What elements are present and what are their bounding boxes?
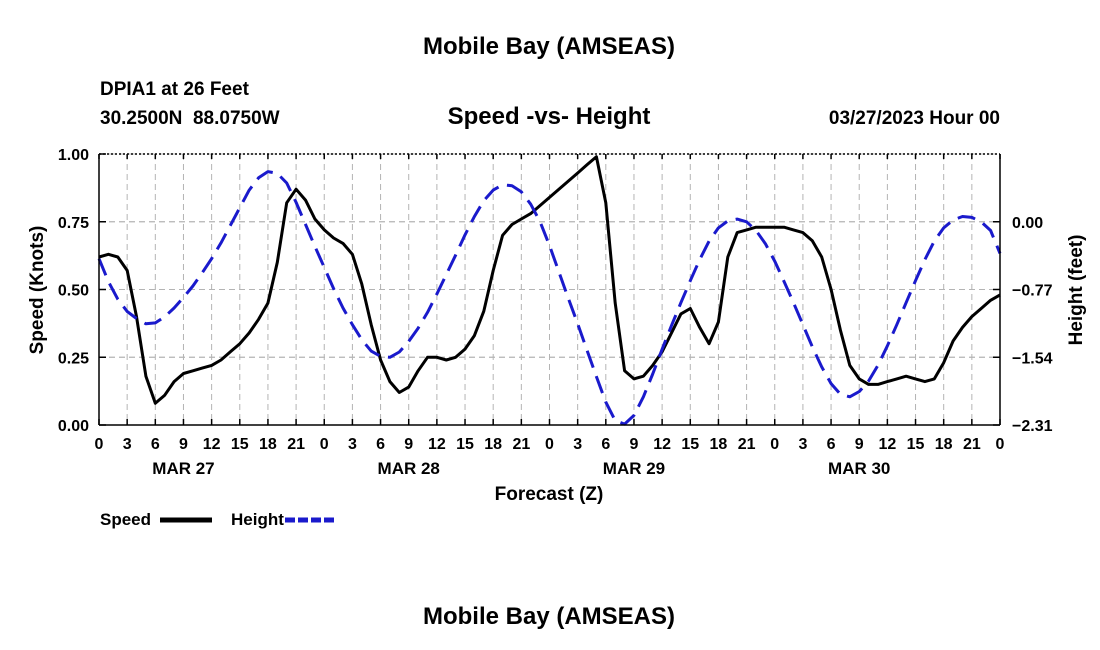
y2-tick-label: −2.31 bbox=[1012, 418, 1053, 435]
x-tick-label: 12 bbox=[878, 436, 896, 453]
date-label: MAR 29 bbox=[603, 459, 665, 478]
x-tick-label: 18 bbox=[710, 436, 728, 453]
x-tick-label: 15 bbox=[231, 436, 249, 453]
grid-lines bbox=[99, 153, 1000, 426]
legend-label-speed: Speed bbox=[100, 510, 151, 529]
x-tick-label: 15 bbox=[907, 436, 925, 453]
x-tick-label: 6 bbox=[151, 436, 160, 453]
y2-axis-title: Height (feet) bbox=[1066, 235, 1087, 346]
x-tick-label: 0 bbox=[95, 436, 104, 453]
x-tick-label: 21 bbox=[738, 436, 756, 453]
x-tick-label: 3 bbox=[573, 436, 582, 453]
footer-title: Mobile Bay (AMSEAS) bbox=[423, 603, 675, 630]
x-tick-label: 3 bbox=[123, 436, 132, 453]
x-tick-label: 9 bbox=[179, 436, 188, 453]
x-tick-label: 6 bbox=[827, 436, 836, 453]
x-tick-label: 3 bbox=[348, 436, 357, 453]
x-tick-label: 9 bbox=[855, 436, 864, 453]
date-label: MAR 28 bbox=[378, 459, 440, 478]
x-tick-label: 6 bbox=[601, 436, 610, 453]
x-tick-label: 0 bbox=[996, 436, 1005, 453]
x-tick-label: 0 bbox=[770, 436, 779, 453]
tick-labels: 0 3 6 9 12 15 18 21 0 3 6 9 12 15 18 21 0 3 6 9 12 15 18 21 0 3 6 9… bbox=[58, 147, 1053, 478]
series-line-speed bbox=[98, 155, 1001, 405]
y2-tick-label: −1.54 bbox=[1012, 350, 1053, 367]
legend-label-height: Height bbox=[231, 510, 284, 529]
y2-tick-label: −0.77 bbox=[1012, 283, 1053, 300]
date-label: MAR 30 bbox=[828, 459, 890, 478]
y-tick-label: 0.50 bbox=[58, 283, 89, 300]
coordinates-label: 30.2500N 88.0750W bbox=[100, 108, 280, 129]
datetime-label: 03/27/2023 Hour 00 bbox=[829, 108, 1000, 129]
x-tick-label: 12 bbox=[428, 436, 446, 453]
y-axis-title: Speed (Knots) bbox=[27, 226, 48, 355]
y-tick-label: 1.00 bbox=[58, 147, 89, 164]
x-axis-title: Forecast (Z) bbox=[495, 484, 604, 505]
x-tick-label: 6 bbox=[376, 436, 385, 453]
y2-tick-label: 0.00 bbox=[1012, 215, 1043, 232]
x-tick-label: 21 bbox=[512, 436, 530, 453]
x-tick-label: 15 bbox=[456, 436, 474, 453]
axes bbox=[98, 153, 1001, 426]
y-tick-label: 0.00 bbox=[58, 418, 89, 435]
y-tick-label: 0.75 bbox=[58, 215, 89, 232]
x-tick-label: 3 bbox=[798, 436, 807, 453]
series-line-height bbox=[97, 170, 1002, 426]
x-tick-label: 0 bbox=[545, 436, 554, 453]
station-label: DPIA1 at 26 Feet bbox=[100, 79, 250, 100]
x-tick-label: 18 bbox=[484, 436, 502, 453]
x-tick-label: 12 bbox=[653, 436, 671, 453]
x-tick-label: 0 bbox=[320, 436, 329, 453]
x-tick-label: 18 bbox=[259, 436, 277, 453]
legend: Speed Height bbox=[100, 510, 337, 529]
date-label: MAR 27 bbox=[152, 459, 214, 478]
page-title: Mobile Bay (AMSEAS) bbox=[423, 33, 675, 60]
x-tick-label: 21 bbox=[963, 436, 981, 453]
x-tick-label: 12 bbox=[203, 436, 221, 453]
x-tick-label: 9 bbox=[630, 436, 639, 453]
x-tick-label: 9 bbox=[404, 436, 413, 453]
chart-title: Speed -vs- Height bbox=[448, 103, 651, 130]
x-tick-label: 15 bbox=[681, 436, 699, 453]
x-tick-label: 21 bbox=[287, 436, 305, 453]
data-series bbox=[97, 155, 1002, 426]
y-tick-label: 0.25 bbox=[58, 350, 89, 367]
x-tick-label: 18 bbox=[935, 436, 953, 453]
